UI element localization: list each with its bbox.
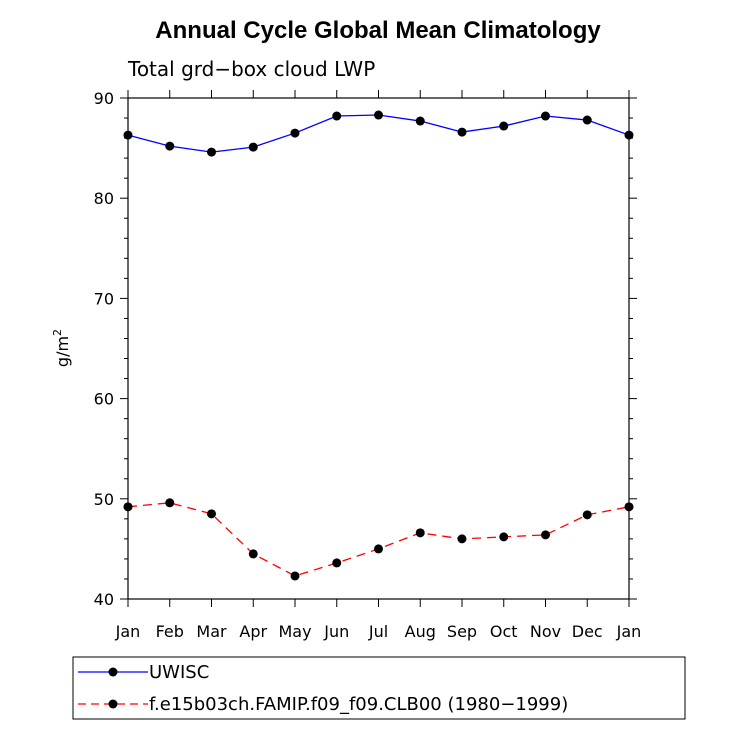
chart-subtitle: Total grd−box cloud LWP bbox=[127, 57, 375, 81]
series-1-point bbox=[165, 498, 175, 508]
series-0-point bbox=[624, 130, 634, 140]
series-1-point bbox=[624, 502, 634, 512]
series-0-point bbox=[207, 147, 216, 157]
legend-swatch-marker-uwisc bbox=[108, 667, 118, 677]
axes: 40 50 60 70 80 90 Jan Feb Mar Apr May Jun Jul Aug Sep O… bbox=[94, 89, 642, 641]
y-tick-label: 90 bbox=[94, 89, 114, 108]
series-0-point bbox=[165, 141, 175, 151]
x-tick-label: Jan bbox=[115, 622, 141, 641]
series-0-point bbox=[123, 130, 133, 140]
series-1-point bbox=[332, 558, 342, 568]
series-1-point bbox=[541, 530, 550, 540]
series-layer bbox=[123, 110, 634, 581]
y-tick-label: 70 bbox=[94, 289, 114, 308]
series-0-point bbox=[248, 142, 258, 152]
series-1-point bbox=[374, 544, 383, 554]
series-1-point bbox=[457, 534, 467, 544]
x-tick-label: Oct bbox=[490, 622, 518, 641]
series-0-point bbox=[582, 115, 592, 125]
series-1-point bbox=[499, 532, 509, 542]
chart-title: Annual Cycle Global Mean Climatology bbox=[155, 17, 601, 44]
x-tick-label: Aug bbox=[405, 622, 436, 641]
y-axis-label-text: g/m bbox=[53, 336, 72, 367]
x-tick-label: Jul bbox=[368, 622, 388, 641]
legend-box bbox=[72, 656, 686, 720]
series-0-point bbox=[332, 111, 342, 121]
y-tick-label: 50 bbox=[94, 490, 114, 509]
y-tick-label: 40 bbox=[94, 590, 114, 609]
legend-label-famip: f.e15b03ch.FAMIP.f09_f09.CLB00 (1980−199… bbox=[149, 694, 568, 715]
y-axis-label-superscript: 2 bbox=[51, 329, 64, 336]
series-1-point bbox=[290, 571, 300, 581]
y-tick-label: 60 bbox=[94, 390, 114, 409]
legend-swatch-marker-famip bbox=[108, 699, 118, 709]
x-tick-label: Sep bbox=[447, 622, 477, 641]
legend: UWISC f.e15b03ch.FAMIP.f09_f09.CLB00 (19… bbox=[72, 656, 686, 720]
series-1 bbox=[123, 498, 634, 581]
x-tick-label: Mar bbox=[196, 622, 227, 641]
series-0 bbox=[123, 110, 634, 157]
series-0-point bbox=[499, 121, 509, 131]
series-0-point bbox=[457, 127, 467, 137]
x-tick-label: Apr bbox=[239, 622, 267, 641]
x-tick-label: Nov bbox=[530, 622, 561, 641]
y-tick-label: 80 bbox=[94, 189, 114, 208]
series-1-point bbox=[248, 549, 258, 559]
svg-text:g/m2: g/m2 bbox=[51, 329, 72, 367]
x-tick-label: Jan bbox=[616, 622, 642, 641]
series-1-point bbox=[582, 510, 592, 520]
legend-label-uwisc: UWISC bbox=[149, 662, 209, 683]
x-tick-label: May bbox=[278, 622, 311, 641]
series-0-point bbox=[290, 128, 300, 138]
series-1-point bbox=[207, 509, 216, 519]
series-line-1 bbox=[127, 502, 630, 577]
series-line-0 bbox=[127, 114, 630, 153]
x-tick-label: Feb bbox=[156, 622, 184, 641]
series-1-point bbox=[123, 502, 133, 512]
series-0-point bbox=[374, 110, 383, 120]
series-1-point bbox=[415, 528, 425, 538]
plot-frame bbox=[127, 97, 630, 600]
series-0-point bbox=[415, 116, 425, 126]
series-0-point bbox=[541, 111, 550, 121]
x-tick-label: Jun bbox=[323, 622, 349, 641]
y-axis-label: g/m2 bbox=[51, 329, 72, 367]
x-tick-label: Dec bbox=[572, 622, 603, 641]
